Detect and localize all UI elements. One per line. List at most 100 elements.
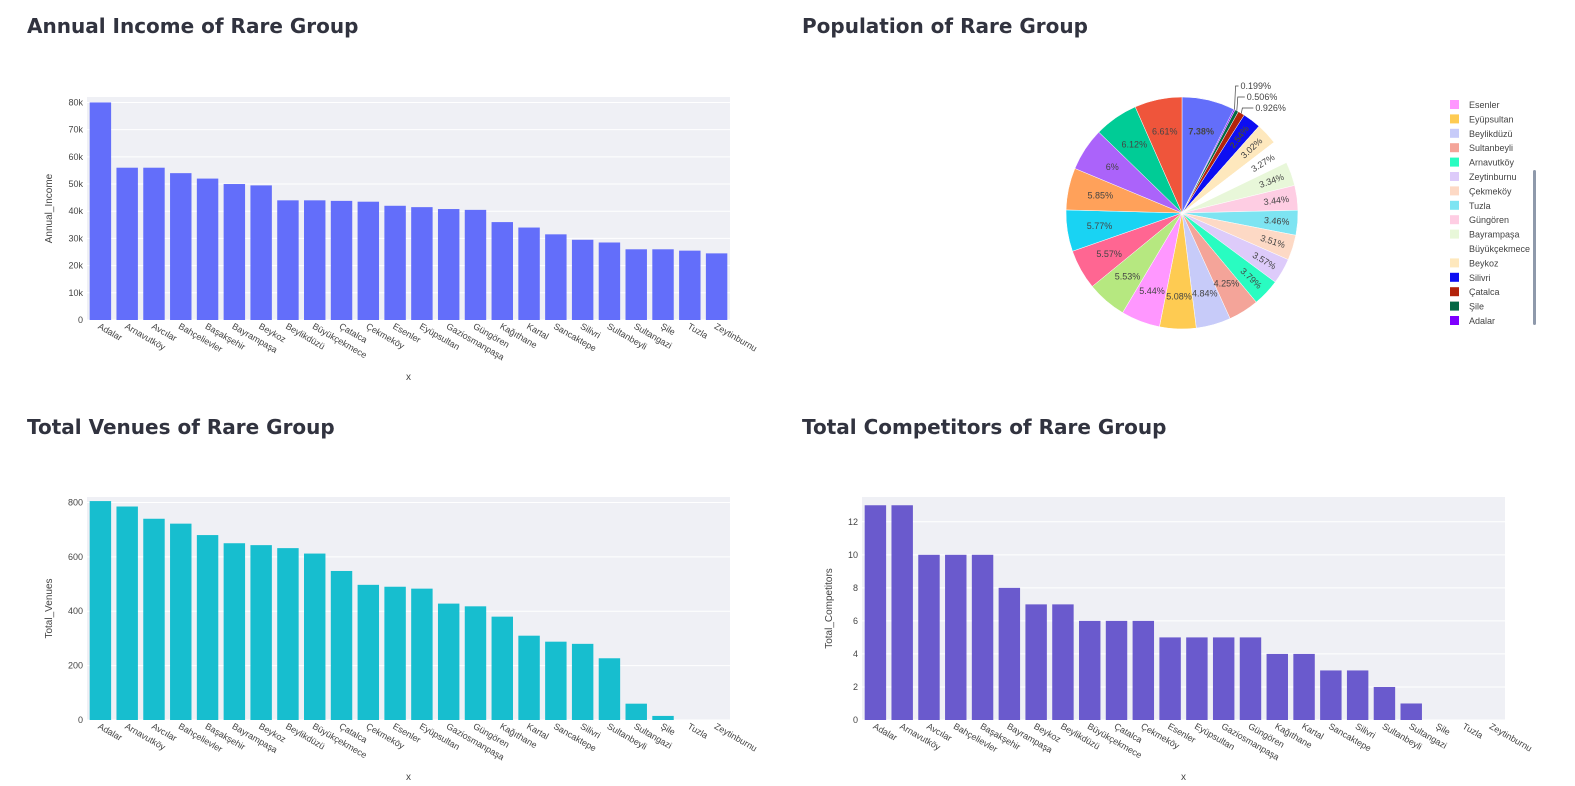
y-tick-label: 4 [853, 649, 858, 659]
pie-slice-label: 6.61% [1152, 126, 1178, 136]
bar [170, 523, 192, 720]
legend-item-label: Bayrampaşa [1469, 230, 1520, 240]
y-tick-label: 400 [68, 606, 83, 616]
bar [1239, 637, 1262, 720]
bar [304, 553, 326, 720]
bar [464, 209, 487, 320]
legend-item-label: Büyükçekmece [1469, 244, 1530, 254]
x-tick-label: Tuzla [1461, 721, 1485, 741]
bar [652, 249, 674, 320]
bar [250, 545, 272, 720]
bar [1105, 620, 1128, 720]
legend-item-label: Eyüpsultan [1469, 114, 1514, 124]
bar [918, 554, 940, 720]
x-tick-label: Adalar [96, 721, 124, 743]
legend-swatch [1450, 100, 1459, 109]
y-tick-label: 60k [68, 152, 83, 162]
bar [1132, 620, 1155, 720]
bar [384, 586, 406, 720]
y-tick-label: 70k [68, 125, 83, 135]
bar [304, 200, 326, 320]
legend-swatch [1450, 316, 1459, 325]
y-tick-label: 12 [848, 517, 858, 527]
legend-scrollbar [1533, 170, 1536, 325]
bar [625, 703, 647, 720]
pie-slice-label: 7.38% [1188, 127, 1214, 137]
y-tick-label: 30k [68, 233, 83, 243]
bar [223, 543, 246, 720]
legend-item-label: Arnavutköy [1469, 158, 1515, 168]
bar [625, 249, 647, 320]
legend-swatch [1450, 244, 1459, 253]
pie-slice-label: 5.85% [1088, 191, 1114, 201]
x-tick-label: Adalar [871, 721, 899, 743]
competitors-chart-title: Total Competitors of Rare Group [802, 415, 1167, 439]
bar [864, 505, 887, 720]
pie-leader-line [1236, 96, 1245, 111]
population-pie-chart[interactable]: 7.38% 2.54%3.02%3.27%3.34%3.44%3.46%3.51%… [780, 0, 1575, 395]
legend-swatch [1450, 229, 1459, 239]
legend-swatch [1450, 200, 1459, 210]
legend-item-label: Çatalca [1469, 287, 1500, 297]
x-tick-label: Zeytinburnu [713, 721, 759, 753]
bar [437, 603, 460, 720]
bar [250, 185, 272, 320]
x-axis-title: x [406, 372, 411, 383]
bar [1052, 604, 1074, 720]
bar [89, 501, 112, 720]
legend-item-label: Adalar [1469, 316, 1495, 326]
pie-leader-line [1234, 85, 1239, 110]
x-axis-title: x [1181, 772, 1186, 783]
bar [143, 167, 165, 320]
legend-swatch [1450, 172, 1459, 181]
legend-item-label: Sultanbeyli [1469, 143, 1513, 153]
bar [357, 201, 380, 320]
bar [89, 102, 112, 320]
bar [277, 548, 299, 720]
legend-item-label: Silivri [1469, 273, 1491, 283]
legend-item-label: Çekmeköy [1469, 186, 1512, 196]
bar [1320, 670, 1342, 720]
pie-leader-line [1240, 107, 1254, 114]
legend-swatch [1450, 114, 1459, 124]
y-tick-label: 6 [853, 616, 858, 626]
venues-chart-title: Total Venues of Rare Group [27, 415, 335, 439]
legend-item-label: Güngören [1469, 215, 1509, 225]
bar [330, 200, 353, 320]
legend-swatch [1450, 287, 1459, 297]
y-tick-label: 50k [68, 179, 83, 189]
bar [1293, 653, 1315, 720]
bar [464, 606, 487, 720]
bar [1400, 703, 1422, 720]
income-chart-title: Annual Income of Rare Group [27, 14, 359, 38]
bar [330, 570, 353, 720]
bar [277, 200, 299, 320]
bar [223, 184, 246, 320]
bar [143, 518, 165, 720]
legend-swatch [1450, 143, 1459, 153]
pie-slice-label: 4.25% [1214, 279, 1240, 289]
y-tick-label: 10k [68, 288, 83, 298]
y-axis-title: Total_Competitors [824, 568, 835, 649]
plot-area [87, 97, 730, 320]
y-tick-label: 2 [853, 682, 858, 692]
bar [196, 535, 219, 720]
pie-slice-label: 5.44% [1139, 286, 1165, 296]
y-axis-title: Total_Venues [44, 578, 55, 638]
bar [116, 167, 138, 320]
bar [652, 715, 674, 720]
pie-slice-label: 5.77% [1087, 221, 1113, 231]
pie-slice-label: 0.199% [1241, 81, 1272, 91]
bar [1025, 604, 1047, 720]
pie-slice-label: 5.53% [1115, 271, 1141, 281]
bar [679, 250, 701, 320]
bar [1186, 637, 1208, 720]
x-tick-label: Zeytinburnu [713, 321, 759, 353]
population-chart-title: Population of Rare Group [802, 14, 1088, 38]
y-tick-label: 8 [853, 583, 858, 593]
bar [571, 239, 594, 320]
bar [1159, 637, 1181, 720]
